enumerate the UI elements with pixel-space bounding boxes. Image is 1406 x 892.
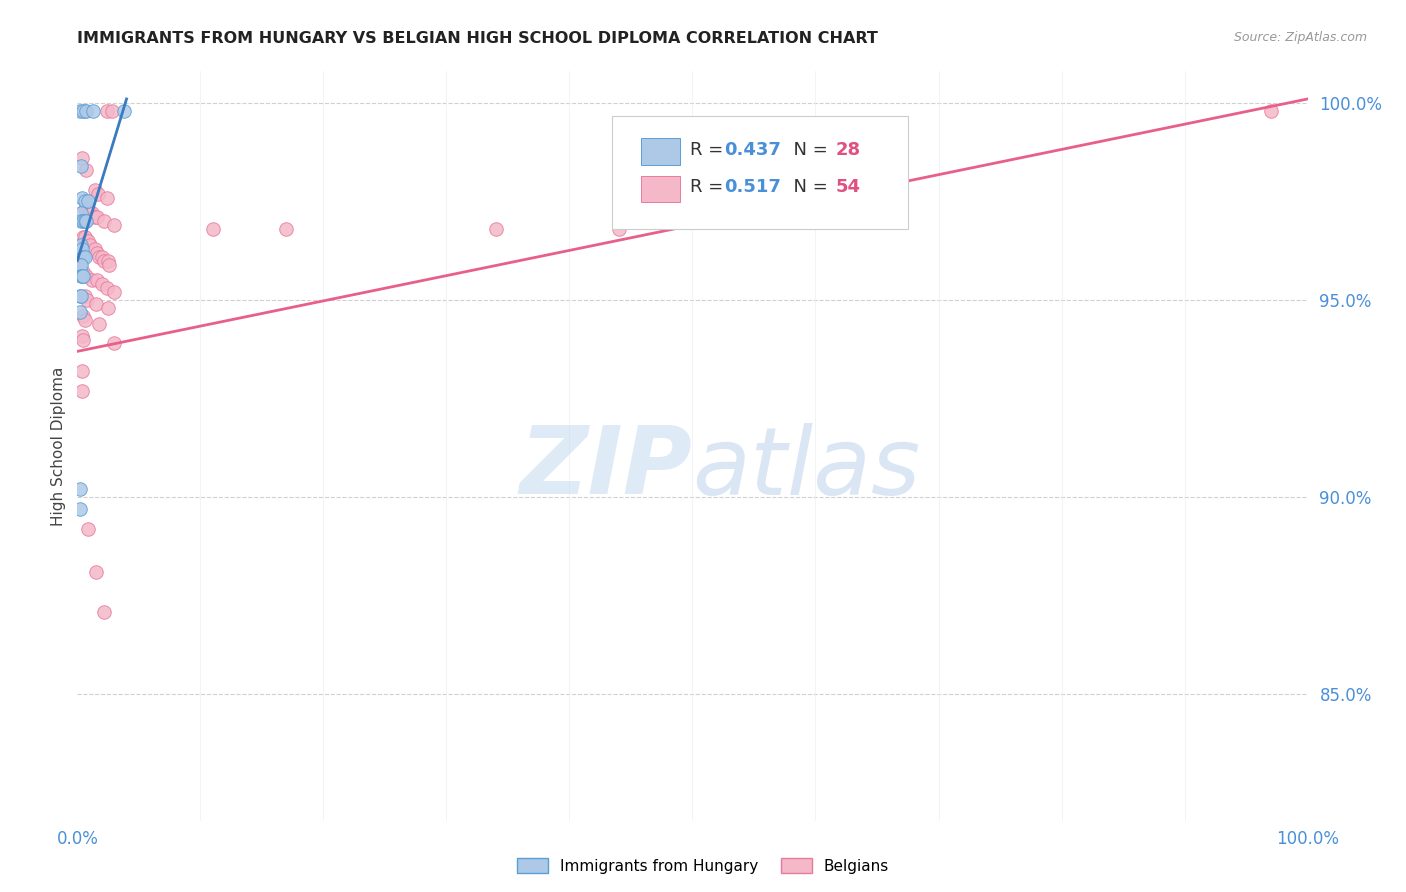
- Point: [69, 502, 91, 516]
- Point: [96, 103, 118, 118]
- Point: [82, 273, 104, 287]
- Point: [77, 522, 100, 536]
- Point: [70, 364, 93, 378]
- Point: [70, 159, 93, 173]
- Point: [83, 242, 105, 256]
- Point: [82, 206, 104, 220]
- Point: [73, 289, 96, 303]
- Point: [73, 214, 96, 228]
- Point: [70, 151, 93, 165]
- Point: [1260, 103, 1282, 118]
- Point: [70, 190, 93, 204]
- Point: [103, 218, 125, 232]
- Point: [72, 214, 94, 228]
- Point: [73, 103, 96, 118]
- Point: [72, 103, 94, 118]
- Point: [79, 206, 101, 220]
- Text: N =: N =: [782, 141, 834, 159]
- Point: [70, 258, 93, 272]
- Point: [70, 269, 93, 284]
- Point: [86, 211, 108, 225]
- Point: [69, 305, 91, 319]
- Point: [75, 163, 97, 178]
- Point: [70, 206, 93, 220]
- Point: [69, 483, 91, 497]
- Text: N =: N =: [782, 178, 834, 196]
- Point: [82, 103, 104, 118]
- Point: [75, 214, 97, 228]
- Text: 28: 28: [835, 141, 860, 159]
- Point: [97, 301, 120, 315]
- Point: [112, 103, 135, 118]
- Point: [86, 245, 108, 260]
- Point: [84, 297, 107, 311]
- Point: [89, 317, 111, 331]
- Text: R =: R =: [690, 141, 728, 159]
- Point: [96, 190, 118, 204]
- Point: [70, 328, 93, 343]
- Point: [73, 230, 96, 244]
- Y-axis label: High School Diploma: High School Diploma: [51, 367, 66, 525]
- Point: [79, 238, 101, 252]
- Point: [75, 269, 97, 284]
- Point: [69, 289, 91, 303]
- Point: [90, 277, 114, 292]
- Point: [77, 202, 100, 217]
- Point: [69, 258, 91, 272]
- Point: [77, 194, 100, 209]
- Point: [73, 194, 96, 209]
- Point: [70, 269, 93, 284]
- Text: ZIP: ZIP: [520, 423, 693, 515]
- Text: IMMIGRANTS FROM HUNGARY VS BELGIAN HIGH SCHOOL DIPLOMA CORRELATION CHART: IMMIGRANTS FROM HUNGARY VS BELGIAN HIGH …: [77, 31, 879, 46]
- Point: [485, 222, 508, 236]
- Point: [73, 313, 96, 327]
- Point: [72, 309, 94, 323]
- Text: 54: 54: [835, 178, 860, 196]
- Point: [93, 214, 115, 228]
- Point: [103, 336, 125, 351]
- Text: Source: ZipAtlas.com: Source: ZipAtlas.com: [1233, 31, 1367, 45]
- Point: [276, 222, 298, 236]
- Point: [73, 202, 96, 217]
- Legend: Immigrants from Hungary, Belgians: Immigrants from Hungary, Belgians: [510, 852, 896, 880]
- FancyBboxPatch shape: [613, 116, 908, 228]
- Point: [70, 242, 93, 256]
- Point: [101, 103, 124, 118]
- Point: [93, 605, 115, 619]
- Point: [75, 103, 97, 118]
- Point: [83, 183, 105, 197]
- Point: [72, 333, 94, 347]
- FancyBboxPatch shape: [641, 176, 681, 202]
- Point: [84, 565, 107, 579]
- Text: atlas: atlas: [693, 423, 921, 514]
- Point: [72, 230, 94, 244]
- Point: [89, 250, 111, 264]
- Point: [90, 250, 114, 264]
- Point: [76, 293, 98, 307]
- Text: R =: R =: [690, 178, 728, 196]
- Point: [83, 211, 105, 225]
- Point: [72, 265, 94, 279]
- Point: [103, 285, 125, 300]
- FancyBboxPatch shape: [641, 138, 681, 165]
- Point: [70, 214, 93, 228]
- Point: [607, 222, 630, 236]
- Point: [69, 103, 91, 118]
- Point: [70, 289, 93, 303]
- Point: [201, 222, 224, 236]
- Point: [86, 273, 108, 287]
- Point: [72, 250, 94, 264]
- Point: [77, 234, 100, 248]
- Point: [70, 238, 93, 252]
- Text: 0.517: 0.517: [724, 178, 782, 196]
- Point: [72, 269, 94, 284]
- Point: [70, 384, 93, 398]
- Point: [97, 253, 120, 268]
- Point: [98, 258, 121, 272]
- Point: [96, 281, 118, 295]
- Point: [73, 250, 96, 264]
- Point: [93, 253, 115, 268]
- Text: 0.437: 0.437: [724, 141, 782, 159]
- Point: [87, 186, 110, 201]
